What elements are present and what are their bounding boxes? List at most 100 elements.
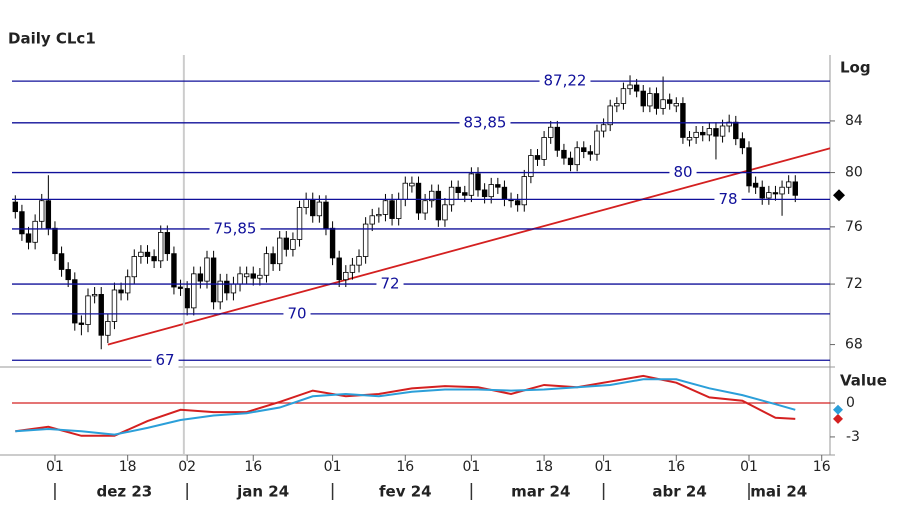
candle-body bbox=[177, 286, 184, 289]
candle-body bbox=[389, 200, 395, 219]
x-tick-label: 18 bbox=[119, 459, 137, 475]
candle-body bbox=[124, 276, 131, 294]
candle-body bbox=[435, 190, 442, 221]
x-tick-label: 01 bbox=[46, 459, 64, 475]
candle-body bbox=[52, 227, 58, 255]
level-label-bg bbox=[151, 352, 179, 369]
candle-body bbox=[766, 192, 772, 199]
candle-body bbox=[422, 200, 428, 214]
candle-body bbox=[138, 251, 144, 257]
candle-body bbox=[567, 157, 574, 166]
candle-body bbox=[574, 147, 580, 166]
candle-body bbox=[429, 190, 435, 202]
indicator-line bbox=[15, 374, 796, 437]
x-tick-label: 18 bbox=[535, 459, 553, 475]
level-label: 87,22 bbox=[544, 72, 587, 90]
candle-body bbox=[666, 99, 673, 104]
candle-body bbox=[620, 88, 627, 104]
candle-body bbox=[356, 256, 362, 266]
candle-body bbox=[633, 84, 640, 92]
level-label: 70 bbox=[287, 304, 306, 322]
candle-body bbox=[362, 223, 369, 257]
x-tick-label: 16 bbox=[396, 459, 414, 475]
candle-body bbox=[693, 131, 699, 138]
candle-body bbox=[779, 186, 785, 195]
chart-title: Daily CLc1 bbox=[8, 30, 96, 48]
candle-body bbox=[739, 138, 746, 149]
candle-body bbox=[746, 147, 752, 187]
candle-body bbox=[686, 137, 693, 141]
candle-body bbox=[653, 93, 660, 109]
candle-body bbox=[204, 257, 210, 282]
candle-body bbox=[349, 264, 356, 273]
candle-body bbox=[243, 273, 250, 278]
candle-body bbox=[210, 257, 217, 303]
candle-body bbox=[323, 201, 329, 229]
y-tick-label: 68 bbox=[845, 337, 863, 353]
candle-body bbox=[395, 198, 402, 219]
candle-body bbox=[316, 201, 323, 217]
candle-body bbox=[640, 90, 646, 107]
level-label: 78 bbox=[718, 190, 737, 208]
candle-body bbox=[105, 321, 111, 336]
candle-body bbox=[614, 103, 620, 107]
x-tick-label: 02 bbox=[178, 459, 196, 475]
y-tick-label: 72 bbox=[845, 276, 863, 292]
candle-body bbox=[230, 283, 237, 294]
candle-body bbox=[171, 253, 177, 288]
candle-body bbox=[118, 289, 124, 294]
candle-body bbox=[587, 151, 594, 155]
candle-body bbox=[237, 273, 243, 285]
candle-body bbox=[91, 294, 98, 297]
candle-body bbox=[131, 256, 137, 278]
level-label-bg bbox=[714, 191, 742, 208]
level-label: 80 bbox=[673, 163, 692, 181]
x-tick-label: 16 bbox=[667, 459, 685, 475]
candle-body bbox=[263, 253, 270, 276]
candle-body bbox=[772, 192, 779, 195]
candle-body bbox=[442, 204, 448, 221]
candle-body bbox=[25, 233, 32, 243]
candle-body bbox=[495, 184, 501, 188]
candle-body bbox=[39, 200, 45, 222]
candle-body bbox=[660, 99, 666, 109]
candle-body bbox=[12, 201, 18, 213]
candle-body bbox=[197, 273, 204, 282]
month-label: jan 24 bbox=[236, 483, 289, 501]
candle-body bbox=[191, 273, 197, 309]
candle-body bbox=[151, 256, 157, 262]
candle-body bbox=[647, 93, 653, 107]
candle-body bbox=[488, 184, 494, 198]
y2-axis-title: Value bbox=[840, 372, 887, 390]
candle-body bbox=[700, 131, 706, 136]
candle-body bbox=[462, 192, 468, 196]
candle-body bbox=[303, 198, 309, 208]
y2-tick-label: 0 bbox=[846, 395, 855, 411]
level-label-bg bbox=[459, 114, 511, 131]
candle-body bbox=[19, 211, 25, 235]
level-label-bg bbox=[669, 164, 697, 181]
indicator-line bbox=[15, 378, 796, 436]
candle-body bbox=[217, 280, 223, 303]
candle-body bbox=[594, 130, 600, 155]
candle-body bbox=[548, 126, 554, 138]
candle-body bbox=[144, 251, 151, 257]
candle-body bbox=[250, 273, 256, 279]
y-tick-label: 84 bbox=[845, 113, 863, 129]
level-label-bg bbox=[209, 220, 261, 237]
candle-body bbox=[270, 253, 276, 265]
level-label: 83,85 bbox=[464, 113, 507, 131]
candle-body bbox=[72, 279, 78, 324]
candle-body bbox=[475, 173, 481, 191]
candle-body bbox=[382, 200, 389, 215]
candle-body bbox=[184, 288, 190, 309]
candle-body bbox=[78, 322, 85, 325]
candle-body bbox=[310, 198, 316, 217]
candle-body bbox=[402, 182, 408, 200]
y-tick-label: 80 bbox=[845, 165, 863, 181]
candle-body bbox=[733, 121, 739, 140]
x-tick-label: 16 bbox=[813, 459, 831, 475]
candle-body bbox=[455, 186, 461, 194]
candle-body bbox=[111, 289, 118, 322]
